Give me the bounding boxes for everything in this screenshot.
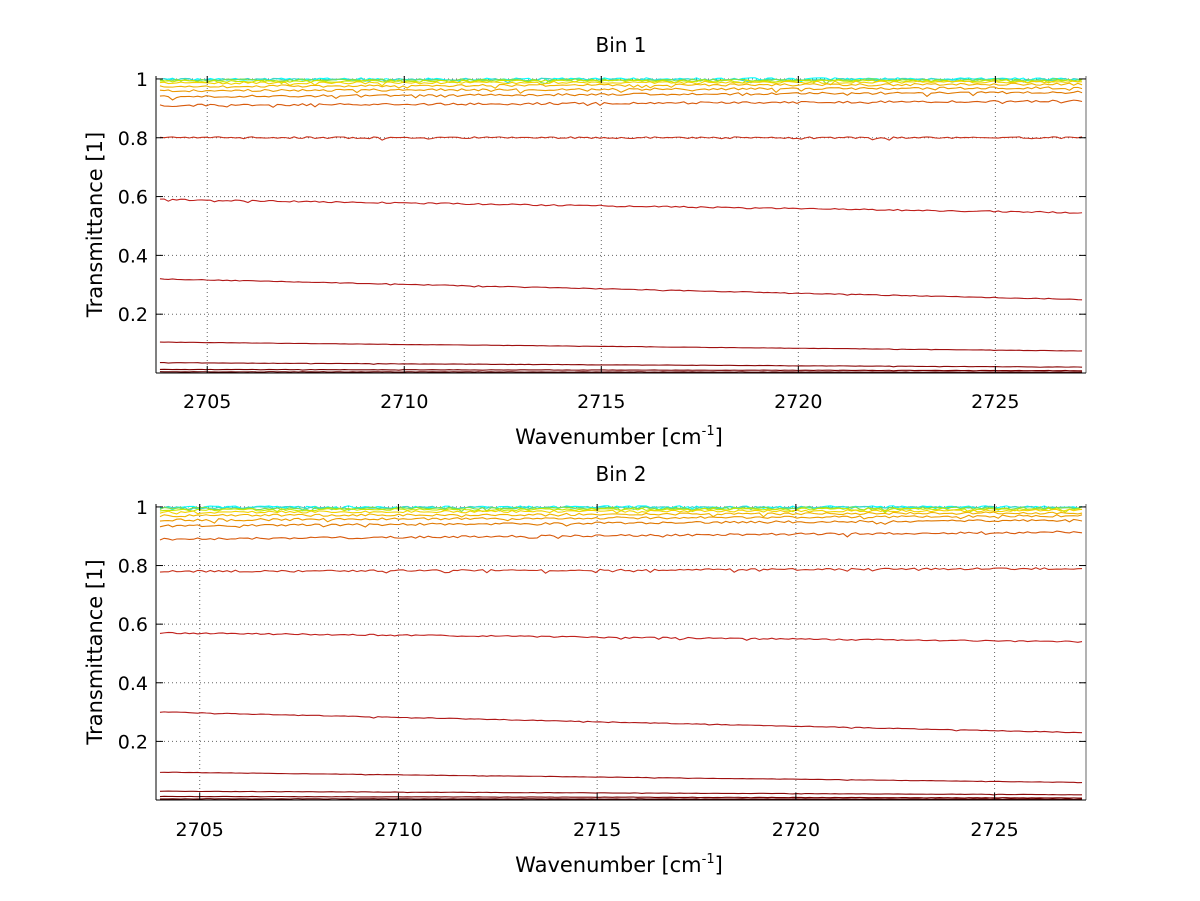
x-axis-label: Wavenumber [cm-1] [515,852,723,877]
y-tick-label: 0.2 [118,304,148,326]
x-axis-label-superscript: -1 [702,424,715,439]
series-line [159,790,1083,796]
chart-title: Bin 2 [595,462,646,486]
y-tick-label: 1 [136,497,148,519]
x-axis-label-main: Wavenumber [cm [515,425,701,449]
y-axis-label: Transmittance [1] [83,132,107,318]
chart-panel-2: Bin 2 2705 2710 2715 2720 2725 0.2 0.4 0.6 0.8 1 Wa… [83,462,1087,877]
x-axis-label-main: Wavenumber [cm [515,853,701,877]
series-line [159,80,1083,87]
x-tick-label: 2715 [577,391,625,413]
x-tick-label: 2705 [176,819,224,841]
x-tick-label: 2725 [970,819,1018,841]
series-line [159,371,1083,373]
series-line [159,567,1083,574]
series-line [159,631,1083,643]
series-line [159,362,1083,368]
y-tick-label: 0.6 [118,614,148,636]
x-tick-label: 2705 [183,391,231,413]
y-tick-label: 0.6 [118,187,148,209]
y-tick-label: 0.8 [118,128,148,150]
x-tick-label: 2725 [971,391,1019,413]
x-tick-label: 2710 [374,819,422,841]
y-tick-label: 1 [136,69,148,91]
x-axis-label: Wavenumber [cm-1] [515,424,723,449]
series-group [159,77,1083,373]
x-axis-label-superscript: -1 [702,852,715,867]
series-line [159,136,1083,141]
series-line [159,368,1083,372]
chart-panel-1: Bin 1 2705 2710 2715 2720 2725 0.2 0.4 0.6 0.8 1 Wa… [83,33,1087,449]
y-tick-label: 0.4 [118,673,148,695]
y-tick-label: 0.2 [118,731,148,753]
x-tick-label: 2710 [380,391,428,413]
x-tick-label: 2715 [573,819,621,841]
series-line [159,99,1083,108]
y-axis-label: Transmittance [1] [83,559,107,745]
series-line [159,90,1083,101]
y-tick-label: 0.8 [118,556,148,578]
x-axis-label-suffix: ] [715,853,723,877]
series-line [159,198,1083,214]
chart-title: Bin 1 [595,33,646,57]
series-line [159,508,1083,515]
series-line [159,771,1083,784]
series-line [159,518,1083,529]
y-tick-label: 0.4 [118,245,148,267]
series-line [159,86,1083,94]
x-tick-label: 2720 [772,819,820,841]
series-line [159,530,1083,541]
series-line [159,711,1083,734]
series-line [159,82,1083,89]
series-line [159,798,1083,801]
series-line [159,278,1083,301]
series-line [159,511,1083,518]
series-group [159,505,1083,801]
x-tick-label: 2720 [774,391,822,413]
series-line [159,514,1083,524]
series-line [159,341,1083,352]
x-axis-label-suffix: ] [715,425,723,449]
series-line [159,795,1083,799]
series-line [159,79,1083,85]
